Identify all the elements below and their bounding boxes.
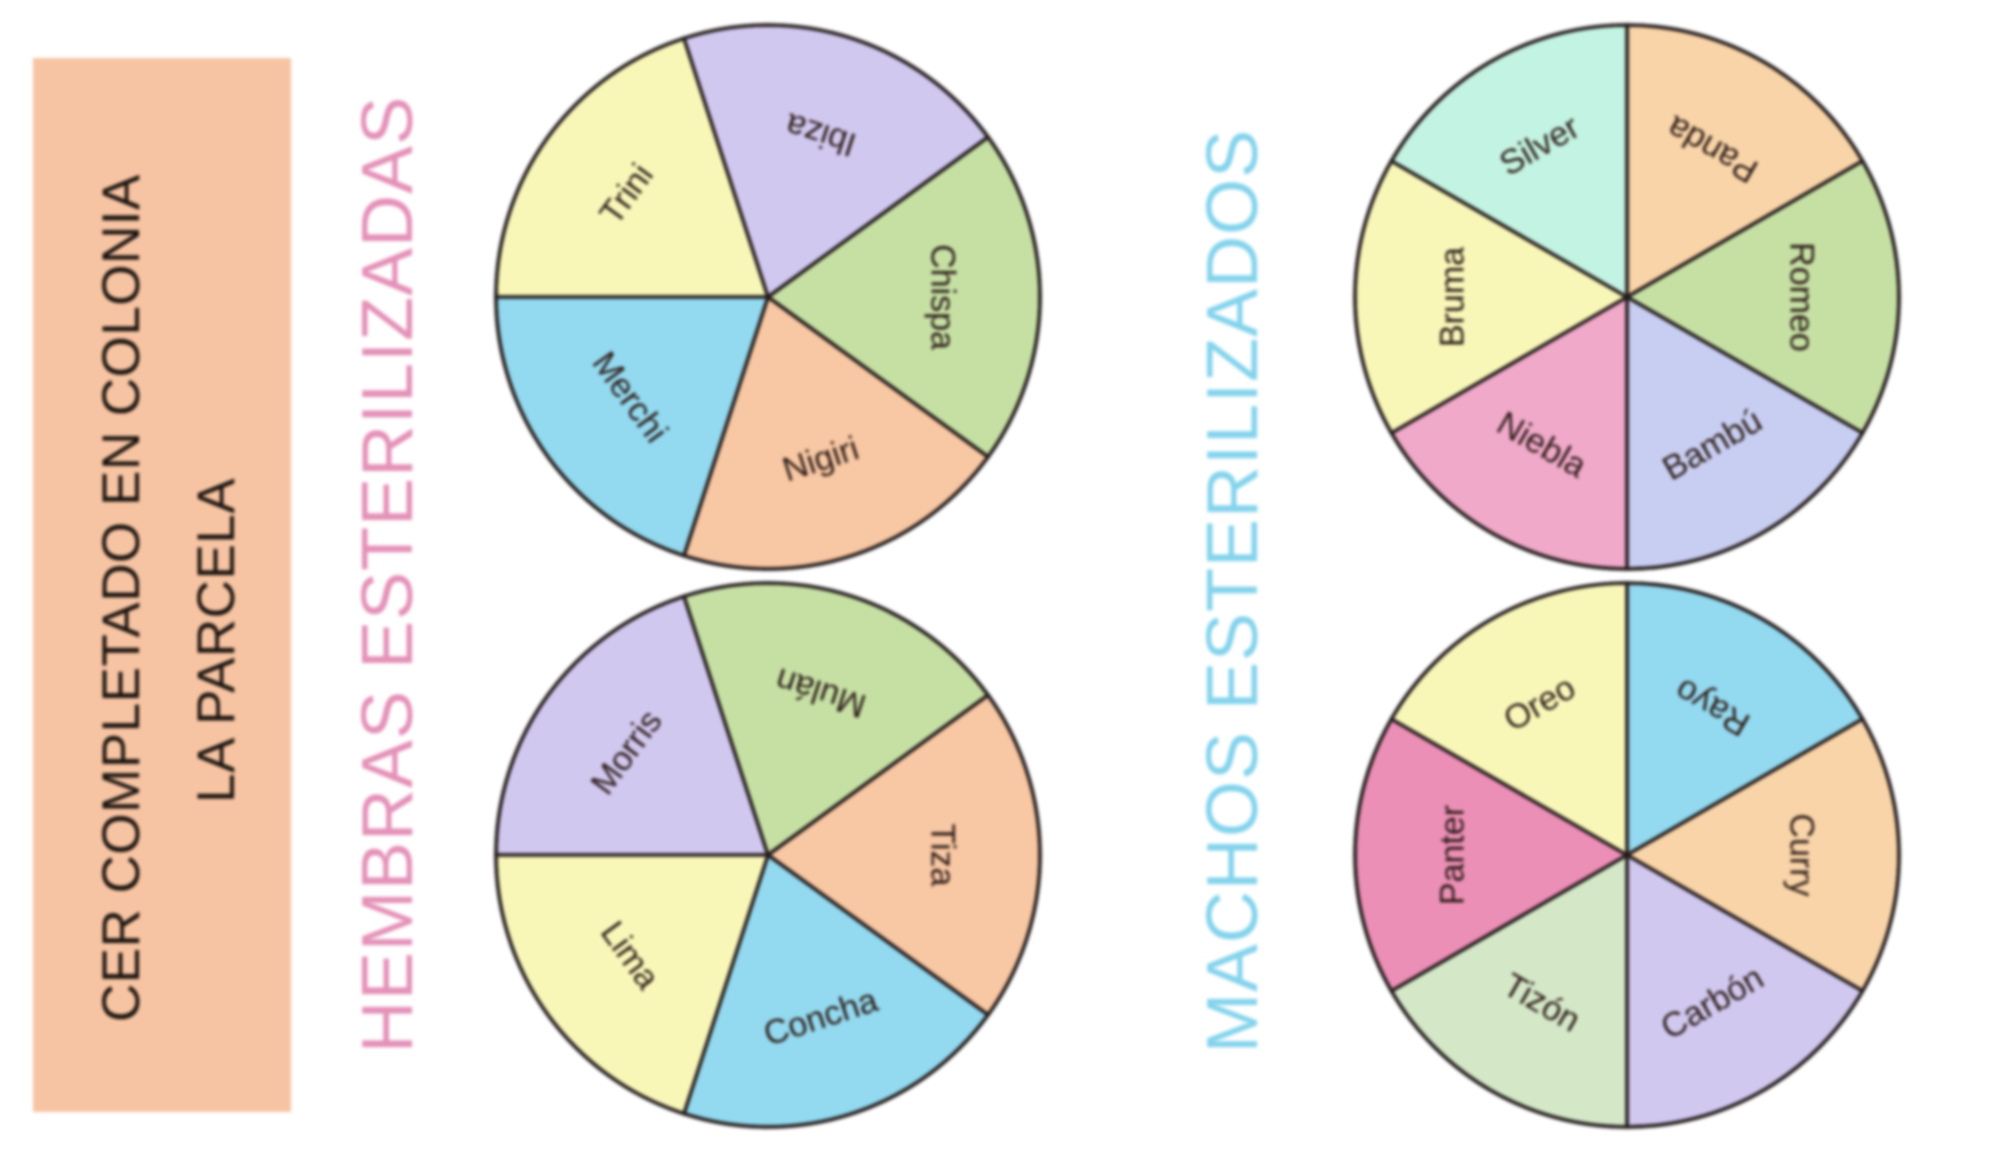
svg-text:Chispa: Chispa	[924, 244, 962, 350]
svg-text:Bruma: Bruma	[1433, 247, 1471, 347]
svg-text:Tiza: Tiza	[924, 824, 962, 887]
svg-text:Curry: Curry	[1783, 813, 1821, 896]
svg-text:Romeo: Romeo	[1783, 242, 1821, 352]
svg-text:Panter: Panter	[1433, 805, 1471, 905]
